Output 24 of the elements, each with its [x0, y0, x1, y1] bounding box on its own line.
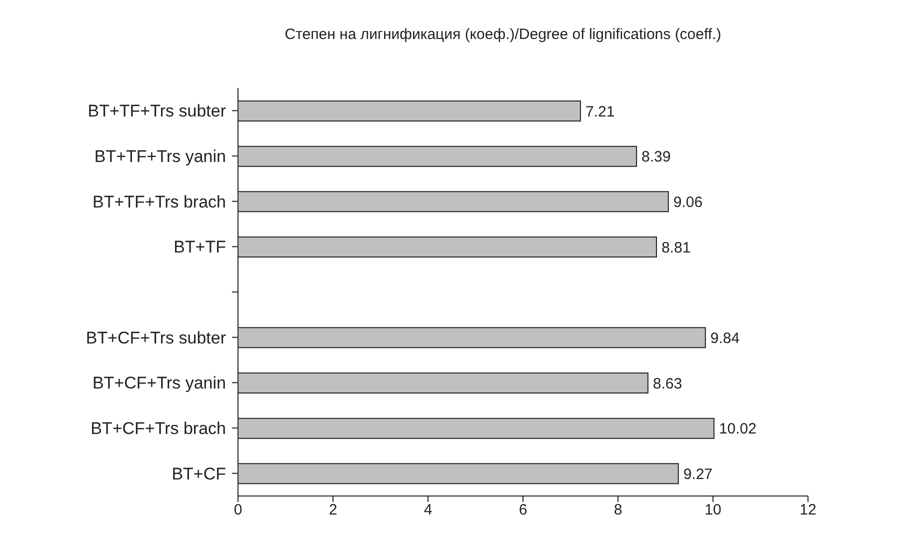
data-label: 8.81 [661, 239, 691, 256]
data-label: 7.21 [585, 103, 615, 120]
data-label: 9.06 [673, 194, 703, 211]
x-tick-label: 6 [518, 502, 528, 519]
x-tick-label: 8 [614, 502, 622, 519]
x-tick-label: 12 [800, 502, 816, 519]
y-tick-label: BT+CF+Trs brach [90, 419, 226, 438]
y-tick-label: BT+TF+Trs yanin [94, 147, 226, 166]
y-tick-label: BT+CF [172, 464, 226, 484]
y-tick-label: BT+TF+Trs brach [92, 192, 226, 212]
data-label: 8.63 [652, 375, 682, 392]
data-label: 9.84 [710, 330, 740, 347]
data-label: 9.27 [683, 466, 713, 483]
x-tick-label: 10 [704, 502, 722, 519]
data-label: 8.39 [642, 148, 671, 166]
x-tick-label: 0 [234, 502, 242, 519]
x-tick-label: 4 [424, 502, 432, 519]
chart-title: Степен на лигнификация (коеф.)/Degree of lignifications (coeff.) [284, 25, 722, 45]
y-tick-label: BT+CF+Trs subter [86, 328, 226, 348]
y-tick-label: BT+TF [174, 238, 226, 257]
y-tick-label: BT+TF+Trs subter [88, 102, 226, 121]
x-tick-label: 2 [328, 502, 338, 519]
y-tick-label: BT+CF+Trs yanin [92, 374, 226, 393]
data-label: 10.02 [718, 420, 756, 438]
